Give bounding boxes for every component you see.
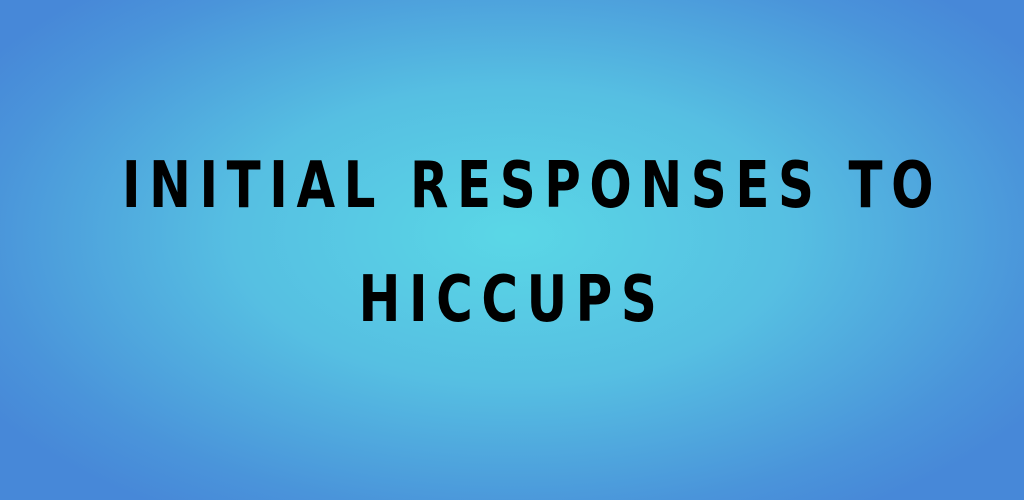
banner-title: INITIAL RESPONSES TO HICCUPS xyxy=(122,129,943,357)
title-line-1: INITIAL RESPONSES TO xyxy=(122,149,943,223)
title-line-2: HICCUPS xyxy=(358,263,666,337)
